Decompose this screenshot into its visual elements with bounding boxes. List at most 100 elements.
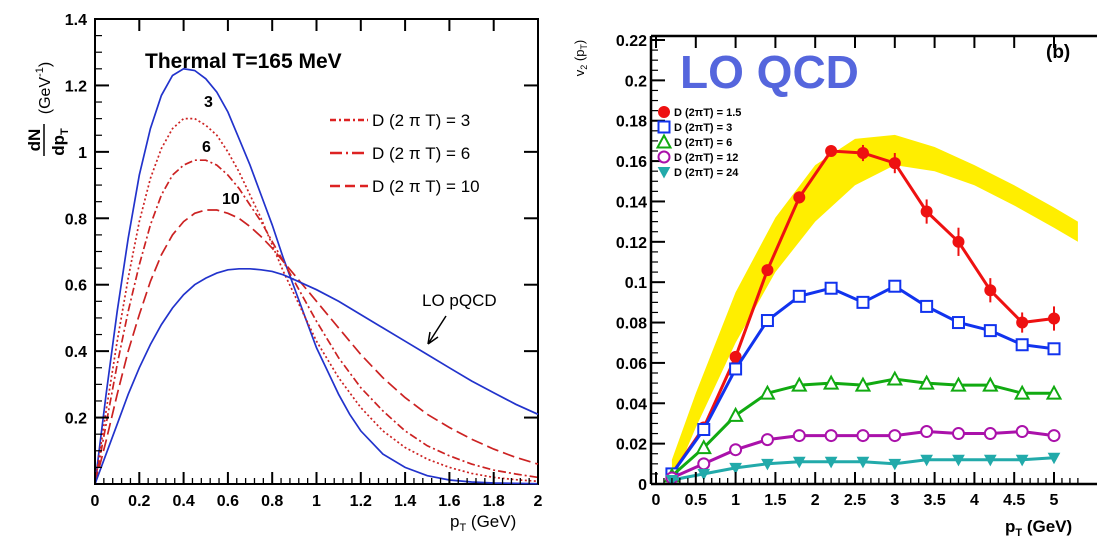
data-point-marker	[856, 429, 870, 443]
right-x-tick-label: 2.5	[844, 492, 866, 509]
data-point-marker	[824, 429, 838, 443]
left-y-tick-label: 0.2	[65, 411, 87, 428]
right-x-tick-label: 0.5	[685, 492, 707, 509]
left-xlabel-p: p	[450, 512, 459, 531]
band-area	[671, 134, 1078, 484]
lo-pqcd-annotation: LO pQCD	[422, 291, 497, 345]
right-legend-label: D (2πT) = 3	[674, 122, 732, 134]
left-x-tick-label: 2	[534, 493, 543, 510]
data-point-marker	[856, 456, 870, 469]
data-point-marker	[888, 458, 902, 471]
right-tick-labels: 0 0.5 1 1.5 2 2.5 3 3.5 4 4.5 5 0 0.02 0.04 0.06 0.08 0.…	[616, 33, 1059, 509]
right-chart-title: LO QCD	[680, 46, 859, 98]
left-curve-1	[94, 117, 539, 485]
left-x-tick-label: 0.2	[128, 493, 150, 510]
left-y-tick-label: 0.6	[65, 278, 87, 295]
left-legend: D (2 π T) = 3 D (2 π T) = 6 D (2 π T) = 10	[330, 111, 480, 196]
data-point-marker	[856, 295, 870, 309]
right-y-axis-label: v2 (pT)	[572, 40, 589, 77]
data-point-marker	[1015, 454, 1029, 467]
left-x-tick-label: 1.2	[350, 493, 372, 510]
left-x-tick-label: 1	[312, 493, 321, 510]
right-y-tick-label: 0.16	[616, 154, 647, 171]
data-point-marker	[856, 147, 869, 160]
left-xlabel-sub: T	[459, 522, 466, 534]
data-point-marker	[1013, 384, 1031, 400]
data-point-marker	[791, 376, 808, 392]
data-point-marker	[760, 433, 774, 447]
lo-qcd-band	[671, 134, 1078, 484]
right-series	[663, 144, 1063, 484]
right-x-tick-label: 1.5	[764, 492, 786, 509]
right-chart-panel: 0 0.5 1 1.5 2 2.5 3 3.5 4 4.5 5 0 0.02 0.04 0.06 0.08 0.…	[572, 33, 1097, 539]
data-point-marker	[983, 427, 997, 441]
left-x-tick-label: 0.6	[217, 493, 239, 510]
left-axes	[94, 18, 539, 485]
right-y-tick-label: 0.1	[625, 275, 647, 292]
left-y-tick-label: 0.4	[65, 344, 87, 361]
data-point-marker	[886, 370, 903, 386]
data-point-marker	[1047, 429, 1061, 443]
ylabel-unit-close: )	[37, 62, 54, 67]
data-point-marker	[983, 324, 997, 338]
right-x-tick-label: 3	[890, 492, 899, 509]
data-point-marker	[697, 423, 711, 437]
data-point-marker	[951, 316, 965, 330]
right-ylabel-close: )	[572, 40, 587, 44]
right-y-tick-label: 0.22	[616, 33, 647, 50]
series-4	[665, 452, 1061, 484]
left-tick-labels: 0 0.2 0.4 0.6 0.8 1 1.2 1.4 1.6 1.8 2 0.2 0.4 0.6 0.8 1…	[65, 12, 543, 510]
data-point-marker	[657, 120, 671, 134]
left-curve-3	[94, 209, 539, 485]
right-x-tick-label: 2	[811, 492, 820, 509]
data-point-marker	[918, 374, 935, 390]
panel-label-b: (b)	[1046, 42, 1070, 63]
left-x-tick-label: 0.8	[261, 493, 283, 510]
right-y-tick-label: 0.18	[616, 114, 647, 131]
data-point-marker	[824, 281, 838, 295]
data-point-marker	[952, 235, 965, 248]
data-point-marker	[697, 457, 711, 471]
left-chart-title: Thermal T=165 MeV	[145, 50, 342, 73]
data-point-marker	[1015, 425, 1029, 439]
left-y-axis-label: dN dpT (GeV-1)	[25, 62, 71, 156]
right-y-tick-label: 0.04	[616, 396, 647, 413]
right-x-tick-label: 5	[1050, 492, 1059, 509]
data-point-marker	[950, 376, 967, 392]
data-point-marker	[888, 279, 902, 293]
left-curve-2	[94, 159, 539, 485]
data-point-marker	[920, 454, 933, 467]
data-point-marker	[952, 454, 965, 467]
right-legend-label: D (2πT) = 6	[674, 137, 732, 149]
left-x-tick-label: 1.8	[483, 493, 505, 510]
left-curve-label: 6	[202, 139, 211, 156]
data-point-marker	[761, 458, 774, 471]
right-y-tick-label: 0	[638, 477, 647, 494]
ylabel-numerator: dN	[25, 129, 44, 152]
left-curve-labels: 3 6 10	[202, 94, 240, 208]
lo-pqcd-arrow	[427, 315, 447, 345]
right-legend-label: D (2πT) = 24	[674, 167, 739, 179]
left-curve-4	[94, 267, 539, 485]
left-curve-0	[94, 67, 539, 485]
left-curve-label: 10	[222, 191, 240, 208]
data-point-marker	[824, 456, 838, 469]
right-legend-label: D (2πT) = 1.5	[674, 107, 741, 119]
data-point-marker	[657, 167, 671, 179]
data-point-marker	[697, 468, 711, 481]
left-curves	[94, 67, 539, 485]
right-x-tick-label: 4.5	[1003, 492, 1025, 509]
right-ylabel-rest: (p	[572, 50, 587, 65]
data-point-marker	[760, 314, 774, 328]
data-point-marker	[759, 384, 776, 400]
svg-text:dpT: dpT	[49, 128, 71, 156]
data-point-marker	[825, 145, 838, 157]
ylabel-unit: (GeV	[37, 77, 54, 115]
data-point-marker	[658, 106, 670, 118]
right-y-tick-label: 0.12	[616, 235, 647, 252]
left-x-tick-label: 1.6	[438, 493, 460, 510]
data-point-marker	[655, 133, 673, 149]
data-point-marker	[984, 284, 997, 297]
ylabel-unit-sup: -1	[34, 67, 46, 77]
series-0	[665, 144, 1060, 480]
